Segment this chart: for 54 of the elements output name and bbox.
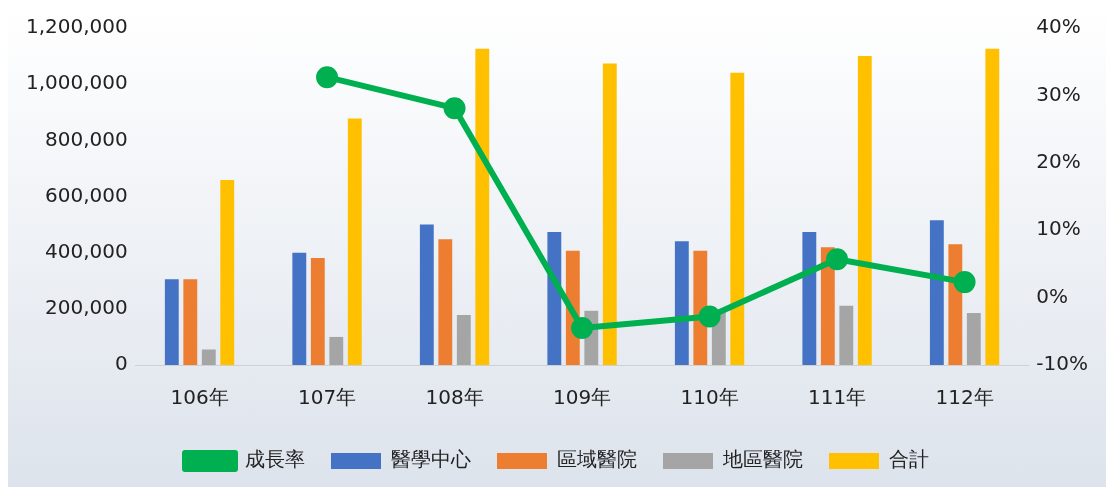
y2-tick-label: 40%: [1036, 14, 1081, 39]
x-tick-label: 111年: [807, 385, 867, 410]
bar: [839, 305, 854, 365]
y-tick-label: 400,000: [45, 238, 128, 263]
bar: [164, 279, 179, 365]
y-tick-label: 1,000,000: [25, 70, 128, 95]
point: [443, 97, 466, 120]
bar: [292, 252, 307, 365]
legend-label: 地區醫院: [722, 447, 803, 472]
bar: [329, 336, 344, 365]
bar: [201, 349, 216, 365]
bar: [310, 258, 325, 365]
y2-tick-label: 0%: [1036, 283, 1069, 308]
y2-tick-label: -10%: [1036, 351, 1088, 376]
bar: [966, 313, 981, 365]
bar: [602, 63, 617, 365]
point: [316, 66, 339, 89]
bar: [857, 56, 872, 365]
bar: [948, 244, 963, 365]
x-tick-label: 107年: [297, 385, 357, 410]
x-tick-label: 112年: [935, 385, 994, 410]
legend-label: 合計: [889, 447, 929, 472]
legend-label: 成長率: [245, 447, 305, 472]
bar: [475, 48, 490, 365]
bar: [438, 239, 453, 365]
point: [953, 271, 976, 294]
bar: [347, 118, 362, 365]
bar: [929, 220, 944, 365]
y-tick-label: 0: [115, 351, 128, 376]
point: [698, 305, 721, 328]
y2-tick-label: 20%: [1036, 149, 1081, 173]
y2-tick-label: 10%: [1036, 216, 1081, 241]
y-tick-label: 600,000: [45, 182, 128, 207]
point: [571, 316, 594, 339]
bar: [220, 179, 235, 365]
y-tick-label: 200,000: [45, 295, 128, 320]
bar: [419, 224, 434, 365]
legend-label: 區域醫院: [557, 447, 637, 472]
bar: [547, 231, 562, 365]
y-tick-label: 1,200,000: [25, 14, 128, 39]
bar: [183, 279, 198, 365]
x-tick-label: 110年: [680, 385, 739, 410]
bar: [730, 72, 745, 365]
x-tick-label: 106年: [170, 385, 229, 410]
y-tick-label: 800,000: [45, 126, 128, 151]
bar: [456, 315, 471, 365]
point: [826, 248, 849, 271]
x-tick-label: 109年: [552, 385, 612, 410]
bar: [674, 241, 689, 365]
bar: [985, 48, 1000, 365]
x-tick-label: 108年: [425, 385, 484, 410]
y2-tick-label: 30%: [1036, 81, 1081, 106]
bar: [802, 231, 817, 365]
legend-label: 醫學中心: [391, 447, 471, 472]
